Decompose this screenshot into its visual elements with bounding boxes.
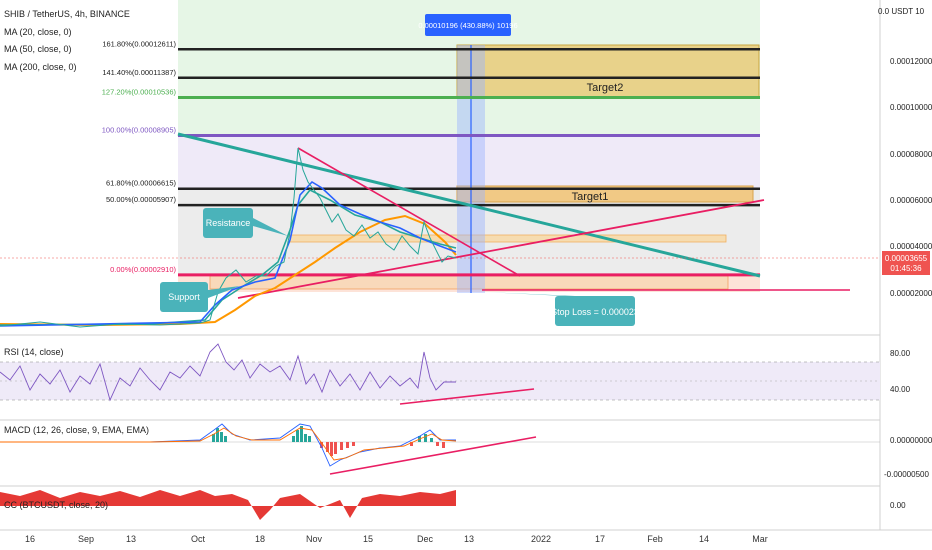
fib-level-label: 100.00%(0.00008905)	[102, 125, 177, 134]
macd-histogram-bar	[436, 442, 439, 446]
macd-histogram-bar	[340, 442, 343, 450]
stop-loss-callout[interactable]	[555, 296, 635, 326]
teal-trendline[interactable]	[177, 132, 761, 278]
countdown-value: 01:45:36	[890, 264, 922, 273]
time-axis-label: 18	[255, 534, 265, 544]
macd-histogram-bar	[220, 432, 223, 442]
target2-label: Target2	[587, 82, 624, 94]
time-axis-label: 17	[595, 534, 605, 544]
fib-level-label: 161.80%(0.00012611)	[102, 39, 176, 48]
time-axis-label: Nov	[306, 534, 323, 544]
macd-divergence-line[interactable]	[329, 436, 537, 475]
macd-histogram-bar	[224, 436, 227, 442]
resistance-trendline[interactable]	[297, 147, 521, 277]
macd-histogram-bar	[334, 442, 337, 454]
macd-histogram-bar	[346, 442, 349, 448]
price-line	[0, 147, 457, 328]
time-axis-label: 16	[25, 534, 35, 544]
rsi-label[interactable]: RSI (14, close)	[4, 347, 64, 357]
cc-tick: 0.00	[890, 501, 906, 510]
indicator-ma50-label[interactable]: MA (50, close, 0)	[4, 44, 72, 54]
macd-histogram-bar	[424, 434, 427, 442]
rsi-line	[0, 343, 456, 402]
support-trendline[interactable]	[237, 199, 765, 299]
time-axis-label: Mar	[752, 534, 768, 544]
rsi-divergence-line[interactable]	[399, 388, 535, 405]
support-callout-text: Support	[168, 292, 200, 302]
support-callout[interactable]	[160, 282, 208, 312]
time-axis-label: 13	[126, 534, 136, 544]
fib-level-label: 127.20%(0.00010536)	[102, 88, 177, 97]
measure-tooltip	[425, 14, 511, 36]
macd-label[interactable]: MACD (12, 26, close, 9, EMA, EMA)	[4, 425, 149, 435]
macd-histogram-bar	[442, 442, 445, 448]
macd-tick: -0.00000500	[884, 470, 929, 479]
price-tick: 0.00006000	[890, 196, 932, 205]
indicator-ma20-label[interactable]: MA (20, close, 0)	[4, 27, 72, 37]
macd-histogram-bar	[326, 442, 329, 452]
price-tick: 0.00010000	[890, 103, 932, 112]
current-price-value: 0.00003655	[885, 254, 928, 263]
time-axis-label: Dec	[417, 534, 434, 544]
target2-box[interactable]	[456, 44, 760, 98]
price-tick: 0.00008000	[890, 150, 932, 159]
ma20-line	[0, 180, 457, 327]
price-tick: 0.00004000	[890, 242, 932, 251]
current-price-badge	[882, 251, 930, 275]
macd-histogram-bar	[320, 442, 323, 448]
fib-level-label: 61.80%(0.00006615)	[106, 179, 177, 188]
macd-histogram-bar	[430, 438, 433, 442]
macd-histogram-bar	[352, 442, 355, 446]
rsi-tick: 40.00	[890, 385, 911, 394]
stop-loss-callout-text: Stop Loss = 0.000023	[551, 307, 639, 317]
macd-histogram-bar	[304, 434, 307, 442]
time-axis-label: 14	[699, 534, 709, 544]
fib-level-label: 141.40%(0.00011387)	[102, 68, 176, 77]
time-axis-label: 13	[464, 534, 474, 544]
time-axis-label: Sep	[78, 534, 94, 544]
time-axis-label: 15	[363, 534, 373, 544]
macd-histogram-bar	[330, 442, 333, 456]
indicator-ma200-label[interactable]: MA (200, close, 0)	[4, 62, 77, 72]
macd-tick: 0.00000000	[890, 436, 932, 445]
fib-level-label: 0.00%(0.00002910)	[110, 265, 176, 274]
symbol-title: SHIB / TetherUS, 4h, BINANCE	[4, 9, 130, 19]
cc-area	[0, 490, 456, 520]
target1-label: Target1	[572, 191, 609, 203]
price-tick-top: 0.0 USDT 10	[878, 7, 925, 16]
macd-histogram-bar	[292, 436, 295, 442]
time-axis-label: Feb	[647, 534, 663, 544]
macd-signal-line	[0, 427, 457, 461]
fib-level-label: 50.00%(0.00005907)	[106, 195, 177, 204]
macd-line	[0, 423, 456, 467]
macd-histogram-bar	[308, 436, 311, 442]
target1-box[interactable]	[456, 185, 754, 203]
rsi-tick: 80.00	[890, 349, 911, 358]
resistance-callout-text: Resistance	[206, 218, 251, 228]
cc-label[interactable]: CC (BTCUSDT, close, 20)	[4, 500, 108, 510]
time-axis-label: Oct	[191, 534, 206, 544]
macd-histogram-bar	[216, 428, 219, 442]
macd-histogram-bar	[300, 426, 303, 442]
macd-histogram-bar	[410, 442, 413, 446]
price-tick: 0.00012000	[890, 57, 932, 66]
time-axis-label: 2022	[531, 534, 551, 544]
price-tick: 0.00002000	[890, 289, 932, 298]
macd-histogram-bar	[296, 430, 299, 442]
fib-zone-purple	[178, 134, 760, 188]
macd-histogram-bar	[212, 434, 215, 442]
resistance-callout[interactable]	[203, 208, 253, 238]
measure-tooltip-text: 0.00010196 (430.88%) 10196	[418, 21, 517, 30]
